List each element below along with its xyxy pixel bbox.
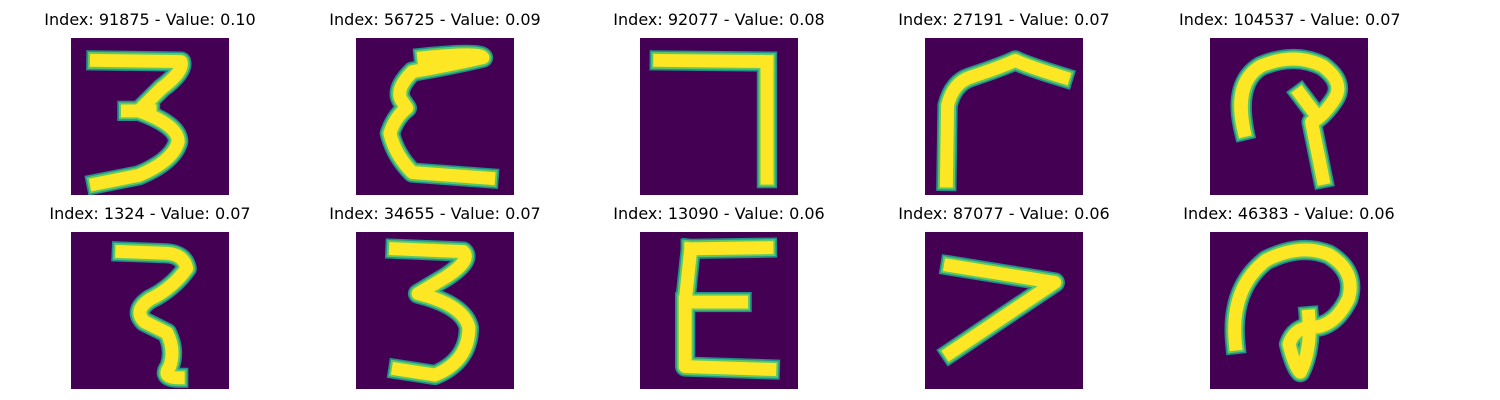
- glyph-stroke-core: [678, 241, 777, 377]
- digit-image: [640, 38, 798, 195]
- digit-image: [640, 232, 798, 389]
- image-panel: Index: 104537 - Value: 0.07: [1179, 10, 1401, 196]
- digit-image: [356, 38, 514, 195]
- glyph-stroke-core: [383, 48, 496, 186]
- digit-image: [1210, 38, 1368, 195]
- panel-title: Index: 13090 - Value: 0.06: [613, 204, 825, 223]
- panel-title: Index: 27191 - Value: 0.07: [898, 10, 1110, 29]
- image-panel: Index: 34655 - Value: 0.07: [325, 204, 545, 390]
- panel-title: Index: 34655 - Value: 0.07: [329, 204, 541, 223]
- glyph-stroke-core: [653, 53, 774, 185]
- glyph-stroke-core: [88, 53, 188, 192]
- glyph-stroke-core: [939, 53, 1072, 188]
- glyph-stroke-core: [115, 244, 194, 385]
- digit-image: [71, 232, 229, 389]
- panel-title: Index: 92077 - Value: 0.08: [613, 10, 825, 29]
- digit-image: [1210, 232, 1368, 389]
- glyph-stroke-core: [388, 242, 476, 382]
- digit-image: [71, 38, 229, 195]
- panel-title: Index: 56725 - Value: 0.09: [329, 10, 541, 29]
- panel-title: Index: 46383 - Value: 0.06: [1183, 204, 1395, 223]
- glyph-stroke-core: [1234, 52, 1345, 186]
- image-panel: Index: 92077 - Value: 0.08: [609, 10, 829, 196]
- image-panel: Index: 56725 - Value: 0.09: [325, 10, 545, 196]
- digit-image: [356, 232, 514, 389]
- panel-title: Index: 91875 - Value: 0.10: [44, 10, 256, 29]
- image-panel: Index: 91875 - Value: 0.10: [40, 10, 260, 196]
- image-panel: Index: 46383 - Value: 0.06: [1179, 204, 1399, 390]
- glyph-stroke-core: [1228, 243, 1357, 379]
- image-panel: Index: 87077 - Value: 0.06: [894, 204, 1114, 390]
- image-panel: Index: 13090 - Value: 0.06: [609, 204, 829, 390]
- panel-title: Index: 87077 - Value: 0.06: [898, 204, 1110, 223]
- panel-title: Index: 1324 - Value: 0.07: [49, 204, 251, 223]
- digit-image: [925, 232, 1083, 389]
- glyph-stroke-core: [941, 258, 1062, 362]
- panel-title: Index: 104537 - Value: 0.07: [1179, 10, 1401, 29]
- digit-image: [925, 38, 1083, 195]
- image-panel: Index: 1324 - Value: 0.07: [40, 204, 260, 390]
- image-panel: Index: 27191 - Value: 0.07: [894, 10, 1114, 196]
